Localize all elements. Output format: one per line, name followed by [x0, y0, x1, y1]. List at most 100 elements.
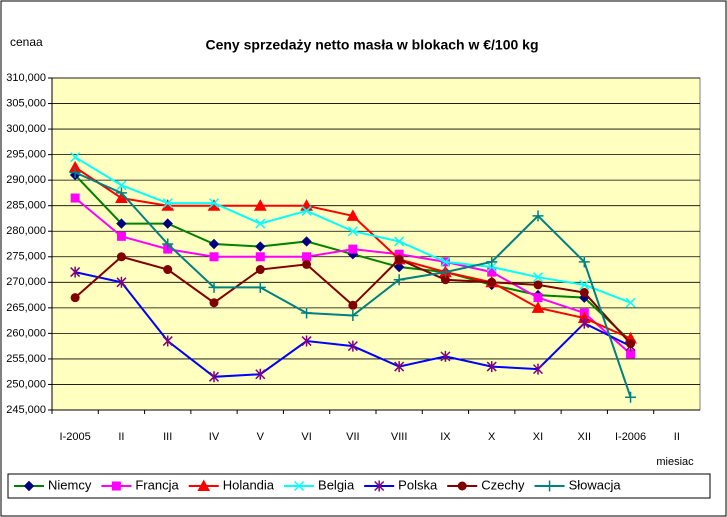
marker [578, 256, 590, 268]
legend-marker [23, 480, 35, 492]
marker [347, 310, 359, 322]
marker [116, 252, 126, 262]
marker [487, 277, 497, 287]
y-tick-label: 305,000 [6, 97, 46, 109]
legend-item: Francja [101, 477, 179, 492]
x-tick-label: VIII [391, 431, 408, 443]
marker [533, 293, 543, 303]
marker [625, 391, 637, 403]
marker [440, 275, 450, 285]
x-axis-label: miesiac [656, 456, 694, 468]
marker [486, 361, 497, 373]
marker [346, 209, 360, 221]
marker [393, 261, 405, 273]
chart-title: Ceny sprzedaży netto masła w blokach w €… [205, 37, 538, 53]
x-tick-label: XII [578, 431, 591, 443]
marker [302, 252, 312, 262]
marker [348, 300, 358, 310]
y-tick-label: 270,000 [6, 276, 46, 288]
marker [255, 368, 266, 380]
marker [394, 254, 404, 264]
marker [347, 340, 358, 352]
marker [208, 371, 220, 383]
marker [254, 281, 266, 293]
marker [626, 349, 636, 359]
legend-item: Holandia [188, 477, 275, 492]
marker [162, 335, 173, 347]
x-tick-label: VII [346, 431, 359, 443]
y-tick-label: 290,000 [6, 174, 46, 186]
y-tick-label: 280,000 [6, 225, 46, 237]
marker [208, 281, 220, 293]
x-tick-label: XI [533, 431, 543, 443]
marker [348, 244, 358, 254]
y-tick-label: 310,000 [6, 72, 46, 84]
marker [394, 361, 405, 373]
legend-item: Słowacja [534, 477, 622, 492]
marker [70, 293, 80, 303]
y-tick-label: 255,000 [6, 353, 46, 365]
x-tick-label: II [674, 431, 680, 443]
marker [302, 259, 312, 269]
marker [440, 350, 451, 362]
marker [301, 205, 312, 216]
marker [208, 238, 220, 250]
marker [626, 339, 636, 349]
marker [70, 152, 81, 163]
marker [253, 199, 267, 211]
y-tick-label: 250,000 [6, 378, 46, 390]
marker [301, 236, 312, 247]
legend-label: Polska [398, 477, 438, 492]
marker [162, 198, 173, 209]
marker [69, 166, 81, 178]
legend-label: Belgia [318, 477, 355, 492]
plot-area [51, 77, 701, 411]
marker [394, 236, 405, 247]
legend-item: Niemcy [14, 477, 92, 492]
marker [532, 272, 544, 283]
marker [486, 256, 498, 268]
x-tick-label: III [163, 431, 172, 443]
marker [347, 226, 358, 237]
legend-marker [111, 481, 121, 491]
marker [579, 288, 589, 298]
marker [301, 335, 312, 347]
legend-label: Niemcy [48, 477, 92, 492]
legend-label: Słowacja [569, 477, 622, 492]
marker [532, 210, 544, 222]
marker [209, 252, 219, 262]
marker [70, 266, 81, 278]
y-tick-label: 275,000 [6, 251, 46, 263]
x-tick-label: I-2006 [615, 431, 646, 443]
marker [440, 256, 451, 267]
marker [255, 252, 265, 262]
marker [209, 298, 219, 308]
legend-marker [544, 480, 556, 492]
legend-item: Czechy [447, 477, 525, 492]
legend-marker [457, 481, 467, 491]
x-tick-label: V [257, 431, 265, 443]
y-tick-label: 295,000 [6, 149, 46, 161]
marker [116, 218, 127, 229]
marker [116, 276, 127, 288]
y-axis-label: cenaa [10, 35, 43, 49]
marker [533, 280, 543, 290]
y-tick-label: 300,000 [6, 123, 46, 135]
x-tick-label: IV [209, 431, 220, 443]
legend-marker [197, 479, 211, 491]
marker [255, 218, 266, 229]
y-tick-label: 285,000 [6, 200, 46, 212]
marker [531, 301, 545, 313]
x-tick-label: II [118, 431, 124, 443]
marker [162, 218, 173, 229]
marker [162, 238, 174, 250]
legend-item: Polska [364, 477, 438, 492]
x-tick-label: X [488, 431, 496, 443]
marker [116, 180, 127, 191]
y-tick-label: 265,000 [6, 302, 46, 314]
legend-label: Holandia [223, 477, 275, 492]
marker [70, 193, 80, 203]
legend-marker [294, 480, 305, 492]
legend-label: Francja [135, 477, 179, 492]
